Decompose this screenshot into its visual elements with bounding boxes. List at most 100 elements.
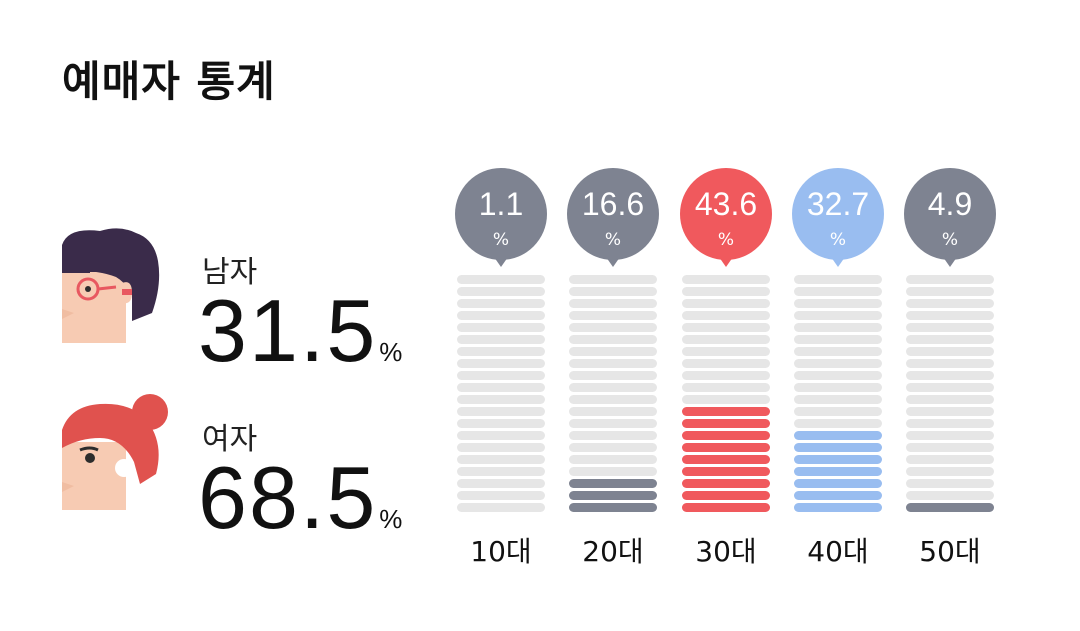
bar-segment-empty [794,311,882,320]
bar-segment-empty [569,431,657,440]
bar-segment-filled [682,503,770,512]
male-avatar-icon [62,228,160,343]
bar-segment-empty [457,371,545,380]
bar-segment-empty [682,383,770,392]
bar-segment-empty [682,287,770,296]
bar-segment-empty [794,395,882,404]
bar-segment-empty [457,383,545,392]
bar-segment-empty [906,455,994,464]
bar-segment-empty [569,359,657,368]
bar-segment-empty [906,287,994,296]
bar-segment-filled [682,455,770,464]
tick-label: 10대 [470,535,532,568]
bar-segment-filled [682,491,770,500]
bar-segment-empty [569,311,657,320]
data-label-unit: % [492,230,510,250]
bar-segment-empty [569,347,657,356]
bar-segment-empty [682,371,770,380]
bar-segment-empty [906,491,994,500]
bar-segment-empty [457,275,545,284]
bar-segment-filled [682,443,770,452]
value-bubble: 43.6% [680,168,772,267]
page-title: 예매자 통계 [62,57,276,106]
data-label-unit: % [717,230,735,250]
bar-segment-empty [906,299,994,308]
data-label-unit: % [829,230,847,250]
bar-segment-empty [457,479,545,488]
bar-segment-empty [569,299,657,308]
bar-segment-empty [682,359,770,368]
male-percentage-unit: % [379,337,403,367]
bar-segment-filled [682,419,770,428]
bar-segment-empty [906,323,994,332]
bar-segment-empty [569,335,657,344]
bar-segment-empty [457,395,545,404]
bar-segment-empty [682,323,770,332]
bar-segment-empty [457,299,545,308]
bar-segment-empty [457,503,545,512]
bar-segment-empty [794,347,882,356]
bar-segment-empty [906,443,994,452]
bar-segment-filled [569,503,657,512]
bar-segment-filled [794,431,882,440]
bar-segment-empty [794,299,882,308]
bar-segment-empty [569,407,657,416]
bar-segment-empty [794,407,882,416]
bar-segment-filled [794,479,882,488]
female-label: 여자 [202,422,258,457]
bar-segment-filled [682,467,770,476]
bar-segment-empty [457,287,545,296]
bar-segment-empty [906,347,994,356]
bar-segment-empty [569,443,657,452]
bar-stack [906,275,994,513]
tick-label: 50대 [919,535,981,568]
bar-segment-empty [906,275,994,284]
data-label-unit: % [941,230,959,250]
bar-segment-empty [906,383,994,392]
bar-segment-empty [794,359,882,368]
bar-segment-empty [569,419,657,428]
data-label: 4.9 [927,186,973,222]
bar-stack [794,275,882,513]
value-bubble: 1.1% [455,168,547,267]
bar-segment-empty [457,347,545,356]
bar-segment-empty [906,431,994,440]
male-percentage-value: 31.5 [198,281,378,380]
bar-stack [569,275,657,513]
bar-segment-empty [457,443,545,452]
bar-segment-filled [794,491,882,500]
tick-label: 40대 [807,535,869,568]
female-percentage-value: 68.5 [198,448,378,547]
tick-label: 20대 [582,535,644,568]
bar-segment-empty [794,287,882,296]
bar-segment-empty [682,275,770,284]
bar-segment-empty [906,467,994,476]
bar-segment-empty [569,395,657,404]
bar-segment-empty [794,275,882,284]
female-percentage: 68.5% [198,454,402,542]
bar-segment-empty [906,395,994,404]
female-percentage-unit: % [379,504,403,534]
bar-segment-empty [682,395,770,404]
bar-stack [457,275,545,513]
bar-segment-empty [682,335,770,344]
bar-segment-empty [457,431,545,440]
bar-segment-filled [906,503,994,512]
bar-segment-empty [906,335,994,344]
bar-segment-empty [569,383,657,392]
tick-label: 30대 [695,535,757,568]
bar-segment-empty [794,383,882,392]
bar-segment-empty [457,491,545,500]
bar-segment-filled [569,479,657,488]
bar-segment-empty [682,311,770,320]
bar-segment-empty [457,467,545,476]
bar-segment-empty [906,419,994,428]
bar-segment-empty [906,359,994,368]
bar-segment-filled [794,503,882,512]
bar-segment-empty [569,467,657,476]
bar-segment-empty [457,311,545,320]
bar-segment-empty [906,407,994,416]
bar-segment-empty [457,335,545,344]
female-avatar-icon [62,394,168,510]
bar-segment-empty [569,323,657,332]
